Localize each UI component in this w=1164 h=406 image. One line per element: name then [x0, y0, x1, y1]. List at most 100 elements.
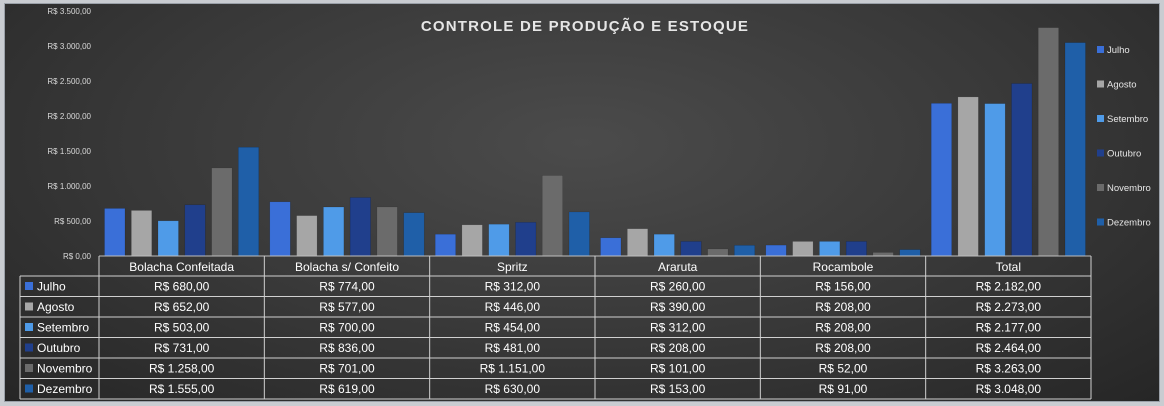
data-label: R$ 101,00: [650, 362, 706, 376]
row-series-name: Novembro: [37, 362, 93, 376]
legend-swatch: [1097, 80, 1104, 88]
data-label: R$ 1.151,00: [480, 362, 546, 376]
data-label: R$ 260,00: [650, 280, 706, 294]
legend-key: [25, 323, 33, 331]
data-label: R$ 700,00: [319, 321, 375, 335]
legend-key: [25, 282, 33, 290]
bar-julho: [269, 201, 291, 257]
category-label: Rocambole: [813, 260, 874, 274]
data-label: R$ 481,00: [485, 341, 541, 355]
data-label: R$ 680,00: [154, 280, 210, 294]
data-label: R$ 652,00: [154, 300, 210, 314]
data-table: Bolacha Confeitada Bolacha s/ Confeito Spr…: [19, 256, 1092, 400]
data-label: R$ 619,00: [319, 382, 375, 396]
bar-julho: [930, 103, 952, 257]
bar-dezembro: [238, 146, 260, 257]
data-label: R$ 2.273,00: [976, 300, 1042, 314]
y-tick-label: R$ 3.000,00: [47, 42, 91, 51]
bar-outubro: [1011, 83, 1033, 257]
data-label: R$ 208,00: [815, 300, 871, 314]
legend-key: [25, 343, 33, 352]
data-label: R$ 731,00: [154, 341, 210, 355]
legend-swatch: [1097, 149, 1104, 157]
category-label: Araruta: [658, 260, 698, 274]
bar-agosto: [627, 228, 649, 257]
bar-setembro: [984, 103, 1006, 257]
data-label: R$ 208,00: [815, 341, 871, 355]
legend-label: Outubro: [1107, 149, 1141, 160]
bar-outubro: [349, 197, 371, 257]
data-label: R$ 312,00: [650, 321, 706, 335]
bar-dezembro: [734, 245, 756, 257]
data-label: R$ 156,00: [815, 280, 871, 294]
bar-julho: [600, 237, 622, 257]
legend-label: Dezembro: [1107, 218, 1151, 229]
bar-novembro: [707, 248, 729, 257]
data-label: R$ 577,00: [319, 300, 375, 314]
category-label: Bolacha s/ Confeito: [295, 260, 399, 274]
y-tick-label: R$ 0,00: [63, 252, 92, 261]
row-series-name: Agosto: [37, 300, 75, 314]
data-label: R$ 503,00: [154, 321, 210, 335]
legend: Julho Agosto Setembro Outubro Novembro Dezemb…: [1097, 45, 1151, 229]
data-label: R$ 3.048,00: [976, 382, 1042, 396]
row-series-name: Dezembro: [37, 382, 93, 396]
y-tick-label: R$ 500,00: [54, 217, 91, 226]
data-label: R$ 454,00: [485, 321, 541, 335]
data-label: R$ 153,00: [650, 382, 706, 396]
data-label: R$ 208,00: [650, 341, 706, 355]
legend-label: Julho: [1107, 45, 1130, 56]
legend-label: Novembro: [1107, 183, 1151, 194]
bar-setembro: [819, 241, 841, 257]
bar-novembro: [872, 252, 894, 257]
data-label: R$ 91,00: [819, 382, 868, 396]
bar-setembro: [323, 206, 345, 257]
bar-dezembro: [403, 212, 425, 257]
bar-agosto: [957, 96, 979, 257]
bar-julho: [765, 244, 787, 257]
data-label: R$ 52,00: [819, 362, 868, 376]
category-label: Bolacha Confeitada: [129, 260, 234, 274]
legend-label: Setembro: [1107, 114, 1148, 125]
chart-svg: CONTROLE DE PRODUÇÃO E ESTOQUE R$ 0,00 R$ …: [19, 7, 1151, 400]
legend-swatch: [1097, 218, 1104, 226]
y-tick-label: R$ 1.500,00: [47, 147, 91, 156]
chart-title: CONTROLE DE PRODUÇÃO E ESTOQUE: [421, 17, 749, 35]
data-label: R$ 208,00: [815, 321, 871, 335]
data-label: R$ 1.258,00: [149, 362, 215, 376]
y-tick-label: R$ 2.000,00: [47, 112, 91, 121]
bar-agosto: [296, 215, 318, 257]
data-label: R$ 774,00: [319, 280, 375, 294]
bar-outubro: [515, 222, 537, 257]
y-tick-label: R$ 2.500,00: [47, 77, 91, 86]
data-label: R$ 2.182,00: [976, 280, 1042, 294]
bar-dezembro: [899, 249, 921, 257]
row-series-name: Setembro: [37, 321, 89, 335]
row-series-name: Julho: [37, 280, 66, 294]
data-label: R$ 446,00: [485, 300, 541, 314]
data-label: R$ 836,00: [319, 341, 375, 355]
legend-key: [25, 384, 33, 393]
category-label: Spritz: [497, 260, 528, 274]
bar-outubro: [184, 204, 206, 257]
bar-novembro: [376, 206, 398, 257]
legend-key: [25, 364, 33, 372]
bar-novembro: [211, 167, 233, 257]
legend-label: Agosto: [1107, 80, 1137, 91]
bar-novembro: [541, 175, 563, 257]
data-label: R$ 1.555,00: [149, 382, 215, 396]
data-label: R$ 701,00: [319, 362, 375, 376]
bar-agosto: [131, 210, 153, 257]
bar-outubro: [845, 241, 867, 257]
bar-julho: [104, 208, 126, 257]
bar-dezembro: [1064, 42, 1086, 257]
bar-setembro: [653, 233, 675, 257]
legend-swatch: [1097, 115, 1104, 122]
data-label: R$ 390,00: [650, 300, 706, 314]
bar-agosto: [792, 241, 814, 257]
chart-area[interactable]: CONTROLE DE PRODUÇÃO E ESTOQUE R$ 0,00 R$ …: [4, 3, 1160, 402]
bar-novembro: [1037, 27, 1059, 257]
bar-dezembro: [568, 211, 590, 257]
bar-agosto: [461, 224, 483, 257]
data-label: R$ 312,00: [485, 280, 541, 294]
